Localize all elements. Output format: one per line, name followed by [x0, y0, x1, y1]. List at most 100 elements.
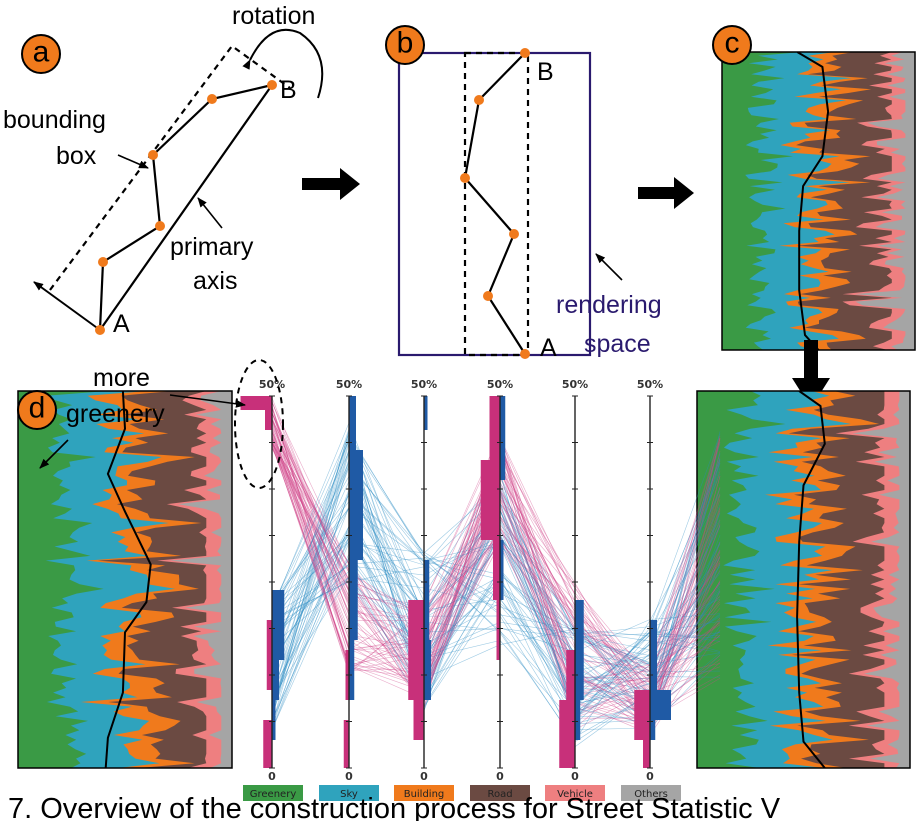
badge-c: c [712, 25, 752, 65]
histogram-bar-blue [650, 620, 657, 690]
parallel-coordinates: 50% 0 50% 0 50% 0 50% 0 50% 0 50% 0 [240, 378, 721, 783]
more-greenery-annotation: more greenery [39, 359, 284, 489]
histogram-bar-pink [408, 600, 424, 700]
rotation-arc-icon [242, 28, 324, 99]
histogram-bar-blue [500, 396, 506, 480]
legend-label: Road [487, 789, 512, 800]
histogram-bar-pink [496, 600, 500, 660]
point [520, 349, 530, 359]
badge-b: b [385, 25, 425, 65]
histogram-bar-pink [480, 460, 500, 540]
histogram-bar-pink [559, 700, 575, 768]
histogram-bar-blue [424, 560, 430, 640]
greenery-band [18, 391, 108, 768]
histogram-bar-blue [349, 396, 356, 450]
point-a-label: A [540, 334, 557, 362]
panel-d-right-stack [696, 390, 911, 769]
axis-top-tick: 50% [336, 378, 362, 391]
point [207, 94, 217, 104]
flow-arrow-b-to-c [638, 177, 694, 209]
axis-bottom-tick: 0 [496, 770, 504, 783]
legend-label: Others [634, 789, 668, 800]
bounding-box-direction-arrow [33, 281, 101, 331]
stack-frame [17, 390, 233, 769]
greenery-band [697, 391, 786, 768]
legend-item-sky: Sky [319, 785, 379, 801]
legend: Greenery Sky Building Road Vehicle Others [243, 785, 681, 801]
rotated-polyline [463, 52, 526, 355]
bounding-label: bounding [3, 106, 106, 134]
legend-label: Vehicle [557, 789, 593, 800]
svg-text:c: c [725, 27, 740, 60]
point [474, 95, 484, 105]
axis-top-tick: 50% [259, 378, 285, 391]
badge-a: a [21, 34, 61, 74]
histogram-bar-blue [349, 640, 355, 700]
axis-top-tick: 50% [562, 378, 588, 391]
histogram-bar-pink [266, 620, 272, 690]
point [509, 229, 519, 239]
legend-swatch [319, 785, 379, 801]
point [520, 48, 530, 58]
legend-swatch [243, 785, 303, 801]
histogram-bar-blue [424, 396, 428, 430]
legend-swatch [545, 785, 605, 801]
legend-item-vehicle: Vehicle [545, 785, 605, 801]
axis-top-tick: 50% [411, 378, 437, 391]
histogram-bar-blue [272, 700, 276, 740]
histogram-bar-blue [575, 600, 584, 700]
pcp-axis: 50% 0 [634, 378, 671, 783]
axis-top-tick: 50% [487, 378, 513, 391]
legend-item-road: Road [470, 785, 530, 801]
street-curve [104, 391, 152, 768]
rotation-label: rotation [232, 2, 315, 30]
svg-text:a: a [33, 36, 50, 69]
legend-label: Greenery [250, 789, 297, 800]
point-a-label: A [113, 310, 130, 338]
histogram-bar-pink [343, 720, 349, 768]
legend-label: Sky [340, 789, 358, 800]
histogram-bar-pink [263, 720, 272, 768]
histogram-bar-pink [643, 740, 650, 768]
pcp-axis: 50% 0 [336, 378, 363, 783]
legend-item-building: Building [394, 785, 454, 801]
greenery-pointer [39, 439, 69, 469]
legend-item-others: Others [621, 785, 681, 801]
rotated-bounding-box [463, 51, 530, 357]
stack-frame [721, 51, 916, 351]
histogram-bar-blue [500, 540, 504, 600]
point [267, 80, 277, 90]
highlight-ellipse [234, 359, 284, 489]
axis-bottom-tick: 0 [420, 770, 428, 783]
box-label: box [56, 142, 97, 170]
primary-axis-line [99, 84, 273, 331]
street-polyline [98, 83, 273, 331]
histogram-bar-blue [349, 450, 363, 560]
greenery-label: greenery [66, 400, 165, 428]
svg-text:d: d [29, 392, 46, 425]
flow-arrow-a-to-b [302, 168, 360, 200]
legend-swatch [470, 785, 530, 801]
axis-bottom-tick: 0 [345, 770, 353, 783]
histogram-bar-pink [493, 540, 500, 600]
legend-swatch [394, 785, 454, 801]
axis-bottom-tick: 0 [571, 770, 579, 783]
pcp-axis: 50% 0 [480, 378, 513, 783]
panel-d-left-stack [17, 390, 233, 769]
histogram-bar-blue [349, 560, 358, 640]
space-label: space [584, 330, 651, 358]
axis-label: axis [193, 267, 237, 295]
point [95, 325, 105, 335]
point [98, 257, 108, 267]
point [148, 150, 158, 160]
point-b-label: B [280, 76, 297, 104]
point-b-label: B [537, 58, 554, 86]
histogram-bar-pink [566, 650, 575, 700]
histogram-bar-pink [240, 396, 272, 410]
histogram-bar-pink [265, 410, 272, 430]
street-curve [796, 391, 826, 768]
greenery-band [722, 52, 803, 350]
histogram-bar-blue [650, 720, 656, 740]
panel-a: rotation bounding box primary axis A B [3, 2, 324, 338]
